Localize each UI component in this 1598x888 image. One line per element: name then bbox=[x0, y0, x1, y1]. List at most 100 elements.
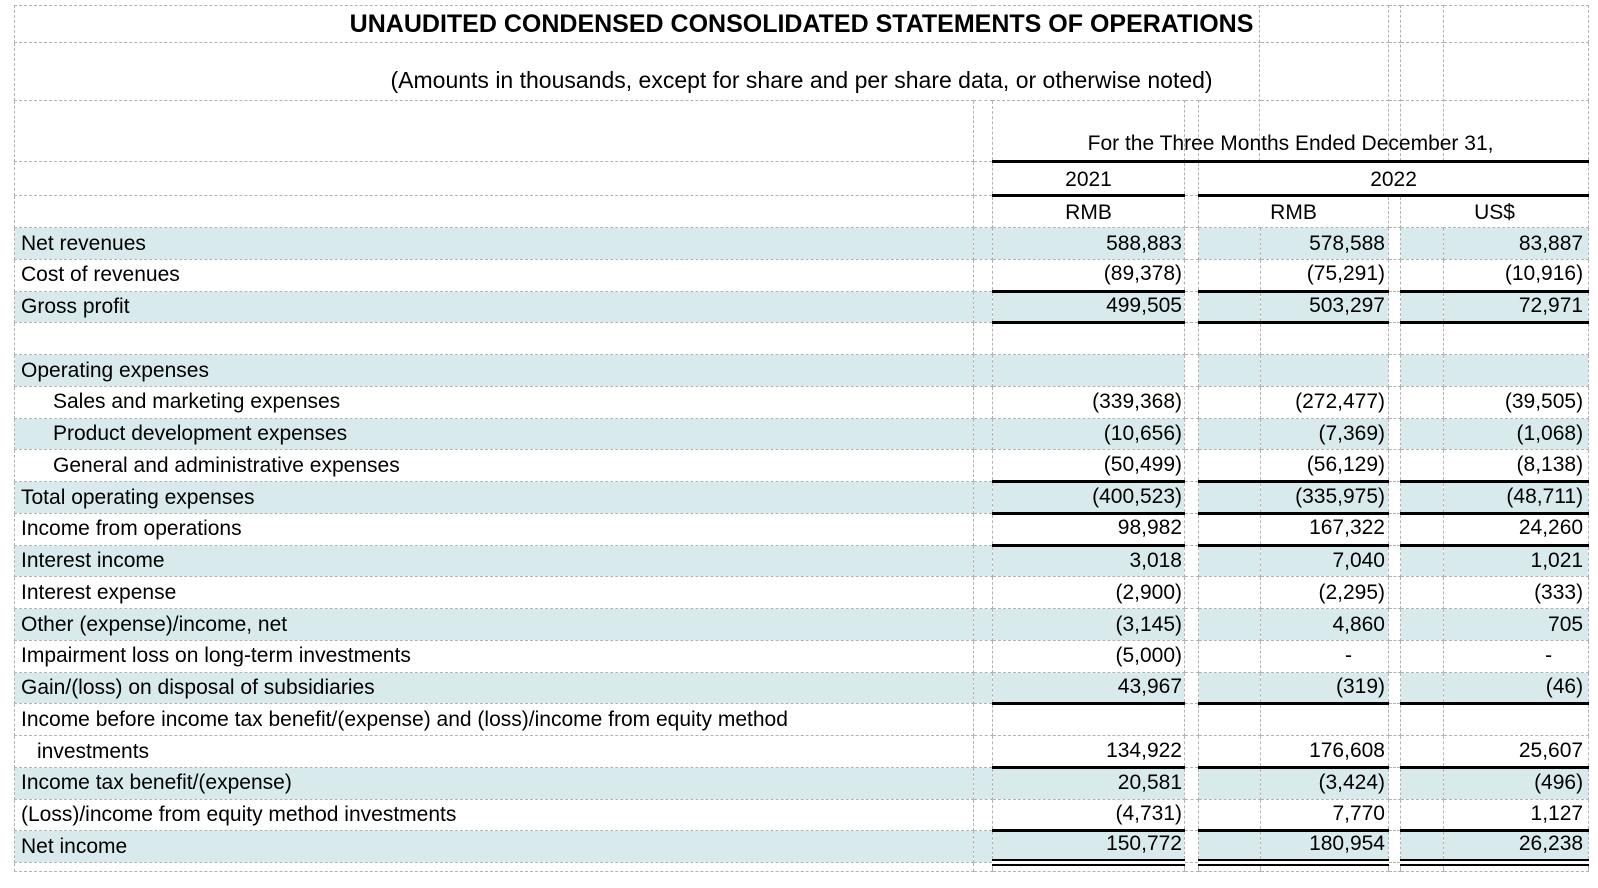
gap-cell bbox=[1388, 417, 1401, 451]
spacer-cell bbox=[973, 576, 993, 609]
value-cell-2021-rmb: (339,368) bbox=[992, 385, 1185, 419]
value-cell-2022-usd: (48,711) bbox=[1442, 481, 1590, 515]
gap-cell bbox=[1184, 862, 1199, 873]
spacer-cell bbox=[973, 639, 993, 673]
spacer-cell bbox=[1400, 608, 1444, 641]
gap-cell bbox=[1184, 417, 1199, 451]
value-cell-2022-usd: (39,505) bbox=[1442, 385, 1590, 419]
value-cell-2021-rmb: 134,922 bbox=[992, 735, 1185, 769]
gap-cell bbox=[1388, 258, 1401, 292]
gap-cell bbox=[1184, 671, 1199, 705]
value-cell-2022-usd: 26,238 bbox=[1442, 830, 1590, 867]
row-label-cell bbox=[14, 322, 974, 355]
statement-subtitle: (Amounts in thousands, except for share … bbox=[13, 42, 1590, 101]
table-row: Product development expenses (10,656) (7,3… bbox=[14, 417, 1590, 451]
gap-cell bbox=[1388, 671, 1401, 705]
gap-cell bbox=[1184, 798, 1199, 832]
spacer-cell bbox=[973, 258, 993, 292]
gap-cell bbox=[1184, 830, 1199, 864]
spacer-cell bbox=[1198, 830, 1261, 867]
row-label-cell: (Loss)/income from equity method investm… bbox=[14, 798, 974, 832]
spacer-cell bbox=[1400, 227, 1444, 260]
spacer-cell bbox=[973, 449, 993, 482]
value-cell-2021-rmb: 20,581 bbox=[992, 766, 1185, 800]
gap-cell bbox=[1388, 512, 1401, 546]
value-cell-2022-rmb: (319) bbox=[1260, 671, 1389, 706]
spacer-cell bbox=[1260, 862, 1389, 873]
table-row: Income before income tax benefit/(expens… bbox=[14, 703, 1590, 736]
table-row: (Loss)/income from equity method investm… bbox=[14, 798, 1590, 833]
gap-cell bbox=[1388, 766, 1401, 800]
spacer-cell bbox=[973, 481, 993, 514]
gap-cell bbox=[1184, 544, 1199, 578]
table-row: Interest expense (2,900) (2,295) (333) bbox=[14, 576, 1590, 609]
gap-cell bbox=[1388, 290, 1401, 324]
spacer-cell bbox=[1198, 576, 1261, 609]
gap-cell bbox=[1184, 322, 1199, 355]
statements-table: UNAUDITED CONDENSED CONSOLIDATED STATEME… bbox=[13, 5, 1590, 873]
spacer-cell bbox=[1400, 639, 1444, 673]
value-cell-2022-usd: 72,971 bbox=[1442, 290, 1590, 325]
spacer-cell bbox=[973, 862, 993, 873]
table-row: investments 134,922 176,608 25,607 bbox=[14, 735, 1590, 769]
gap-cell bbox=[1388, 639, 1401, 673]
spacer-cell bbox=[1198, 735, 1261, 769]
row-label-cell: Income from operations bbox=[14, 512, 974, 546]
spacer-cell bbox=[973, 671, 993, 705]
value-cell-2022-usd: 705 bbox=[1442, 608, 1590, 641]
value-cell-2022-rmb: 4,860 bbox=[1260, 608, 1389, 641]
value-cell-2021-rmb: (3,145) bbox=[992, 608, 1185, 641]
value-cell-2022-rmb: - bbox=[1260, 639, 1389, 673]
spacer-cell bbox=[973, 735, 993, 768]
value-cell-2021-rmb: 3,018 bbox=[992, 544, 1185, 578]
spacer-cell bbox=[1198, 354, 1261, 387]
value-cell-2022-usd: (46) bbox=[1442, 671, 1590, 706]
spacer-cell bbox=[1400, 449, 1444, 483]
table-row: Income tax benefit/(expense) 20,581 (3,424… bbox=[14, 766, 1590, 800]
gap-cell bbox=[1184, 608, 1199, 641]
value-cell-2021-rmb: (50,499) bbox=[992, 449, 1185, 483]
value-cell-2022-rmb bbox=[1260, 322, 1389, 355]
value-cell-2022-rmb: (56,129) bbox=[1260, 449, 1389, 483]
spacer-cell bbox=[973, 161, 993, 196]
spacer-cell bbox=[1198, 481, 1261, 515]
spacer-cell bbox=[1400, 481, 1444, 515]
table-row: Total operating expenses (400,523) (335,97… bbox=[14, 481, 1590, 515]
value-cell-2022-usd: 24,260 bbox=[1442, 512, 1590, 547]
gap-cell bbox=[1388, 322, 1401, 355]
value-cell-2021-rmb: 150,772 bbox=[992, 830, 1185, 867]
spacer-cell bbox=[973, 385, 993, 419]
gap-cell bbox=[1184, 639, 1199, 673]
gap-cell bbox=[1388, 830, 1401, 864]
gap-cell bbox=[1184, 195, 1199, 228]
spacer-cell bbox=[973, 703, 993, 736]
value-cell-2022-rmb: (272,477) bbox=[1260, 385, 1389, 419]
row-label-cell: Cost of revenues bbox=[14, 258, 974, 292]
value-cell-2022-rmb: 7,040 bbox=[1260, 544, 1389, 578]
value-cell-2022-usd: (1,068) bbox=[1442, 417, 1590, 451]
gap-cell bbox=[1184, 576, 1199, 609]
spacer-cell bbox=[1198, 766, 1261, 800]
spacer-cell bbox=[1400, 417, 1444, 451]
value-cell-2022-rmb: (3,424) bbox=[1260, 766, 1389, 800]
gap-cell bbox=[1388, 449, 1401, 482]
spacer-cell bbox=[973, 512, 993, 546]
spacer-cell bbox=[1198, 258, 1261, 293]
row-label-cell: Net revenues bbox=[14, 227, 974, 260]
spacer-cell bbox=[1400, 290, 1444, 325]
row-label-cell: Gain/(loss) on disposal of subsidiaries bbox=[14, 671, 974, 705]
table-row: Gross profit 499,505 503,297 72,971 bbox=[14, 290, 1590, 325]
spacer-cell bbox=[1400, 703, 1444, 736]
spacer-cell bbox=[973, 100, 993, 162]
spacer-cell bbox=[1400, 798, 1444, 833]
spacer-cell bbox=[973, 798, 993, 832]
spacer-cell bbox=[1198, 798, 1261, 833]
value-cell-2022-usd: - bbox=[1442, 639, 1590, 673]
spacer-cell bbox=[1198, 227, 1261, 260]
value-cell-2022-rmb: 167,322 bbox=[1260, 512, 1389, 547]
gap-cell bbox=[1184, 766, 1199, 800]
value-cell-2021-rmb: (89,378) bbox=[992, 258, 1185, 293]
value-cell-2021-rmb bbox=[992, 322, 1185, 355]
empty-cell bbox=[14, 862, 974, 873]
gap-cell bbox=[1388, 798, 1401, 832]
